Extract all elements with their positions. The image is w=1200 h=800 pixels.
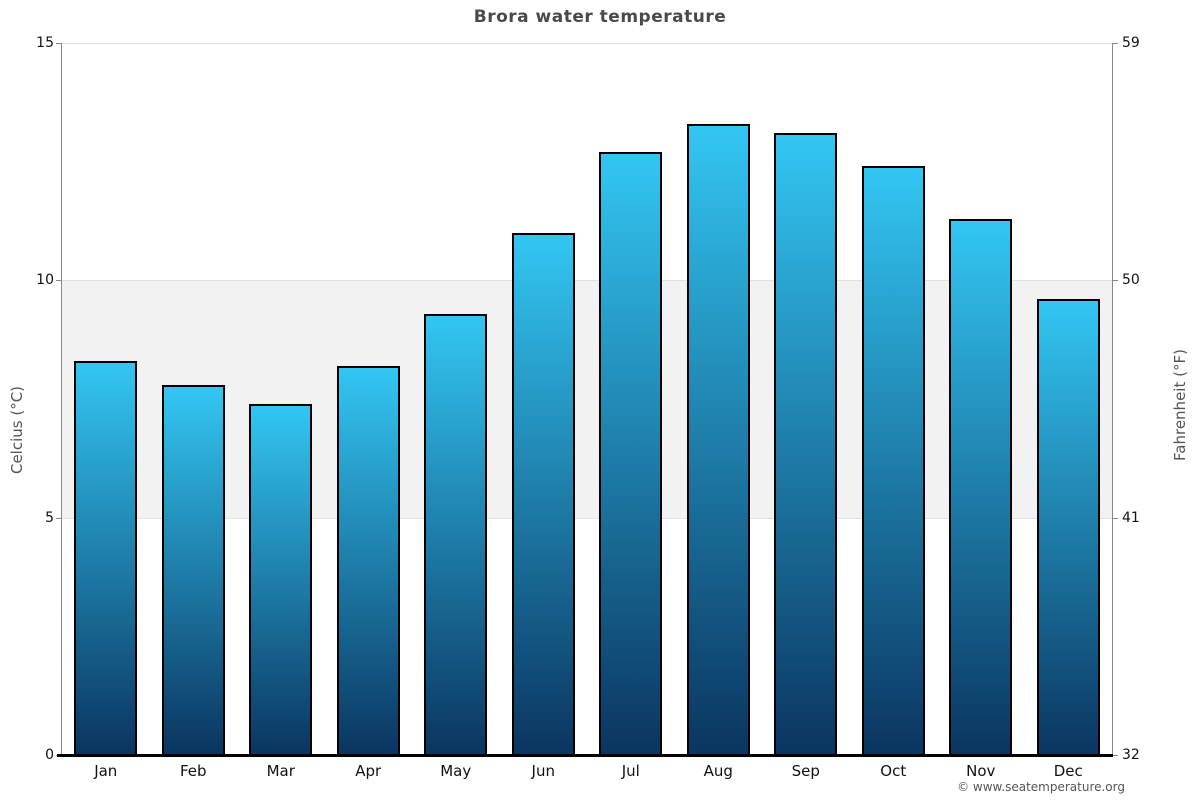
tick-mark-left-15	[56, 43, 61, 44]
month-label-mar: Mar	[266, 762, 295, 780]
month-label-aug: Aug	[703, 762, 733, 780]
tick-label-celsius-10: 10	[36, 272, 54, 289]
gridline-15c	[62, 43, 1112, 44]
tick-mark-left-5	[56, 517, 61, 519]
x-axis-line	[57, 754, 1113, 757]
tick-label-fahrenheit-50: 50	[1122, 272, 1140, 289]
y-axis-line-right	[1112, 43, 1113, 755]
month-label-feb: Feb	[179, 762, 207, 780]
tick-mark-right-32	[1113, 755, 1118, 756]
tick-label-fahrenheit-32: 32	[1122, 747, 1140, 763]
bar-may	[424, 313, 488, 755]
gridline-10c	[62, 280, 1112, 282]
tick-label-celsius-0: 0	[45, 747, 54, 763]
month-label-jan: Jan	[94, 762, 118, 780]
bar-aug	[686, 123, 750, 755]
month-label-nov: Nov	[966, 762, 996, 780]
month-label-oct: Oct	[880, 762, 907, 780]
month-label-dec: Dec	[1053, 762, 1083, 780]
bar-jul	[599, 152, 663, 755]
tick-label-celsius-15: 15	[36, 35, 54, 51]
tick-label-celsius-5: 5	[45, 509, 54, 526]
bar-apr	[336, 365, 400, 755]
tick-mark-right-50	[1113, 280, 1118, 282]
tick-label-fahrenheit-41: 41	[1122, 509, 1140, 526]
y-axis-line-left	[61, 43, 62, 755]
footer-credit: © www.seatemperature.org	[957, 780, 1125, 794]
bar-feb	[161, 384, 225, 755]
tick-mark-left-10	[56, 280, 61, 282]
month-label-jun: Jun	[531, 762, 555, 780]
bar-oct	[861, 166, 925, 755]
tick-mark-right-41	[1113, 517, 1118, 519]
gridline-5c	[62, 517, 1112, 519]
y-axis-label-celsius: Celcius (°C)	[8, 385, 26, 475]
tick-mark-right-59	[1113, 43, 1118, 44]
month-label-may: May	[440, 762, 472, 780]
bar-nov	[949, 218, 1013, 755]
y-axis-label-fahrenheit: Fahrenheit (°F)	[1171, 349, 1189, 461]
bar-mar	[249, 403, 313, 755]
month-label-apr: Apr	[355, 762, 382, 780]
shaded-band	[62, 280, 1112, 518]
bar-dec	[1036, 299, 1100, 755]
plot-area	[62, 43, 1112, 755]
bar-sep	[774, 133, 838, 755]
chart-title: Brora water temperature	[473, 7, 727, 27]
bar-jan	[74, 361, 138, 755]
month-label-jul: Jul	[621, 762, 640, 780]
bar-jun	[511, 232, 575, 755]
month-label-sep: Sep	[791, 762, 820, 780]
tick-label-fahrenheit-59: 59	[1122, 35, 1140, 51]
